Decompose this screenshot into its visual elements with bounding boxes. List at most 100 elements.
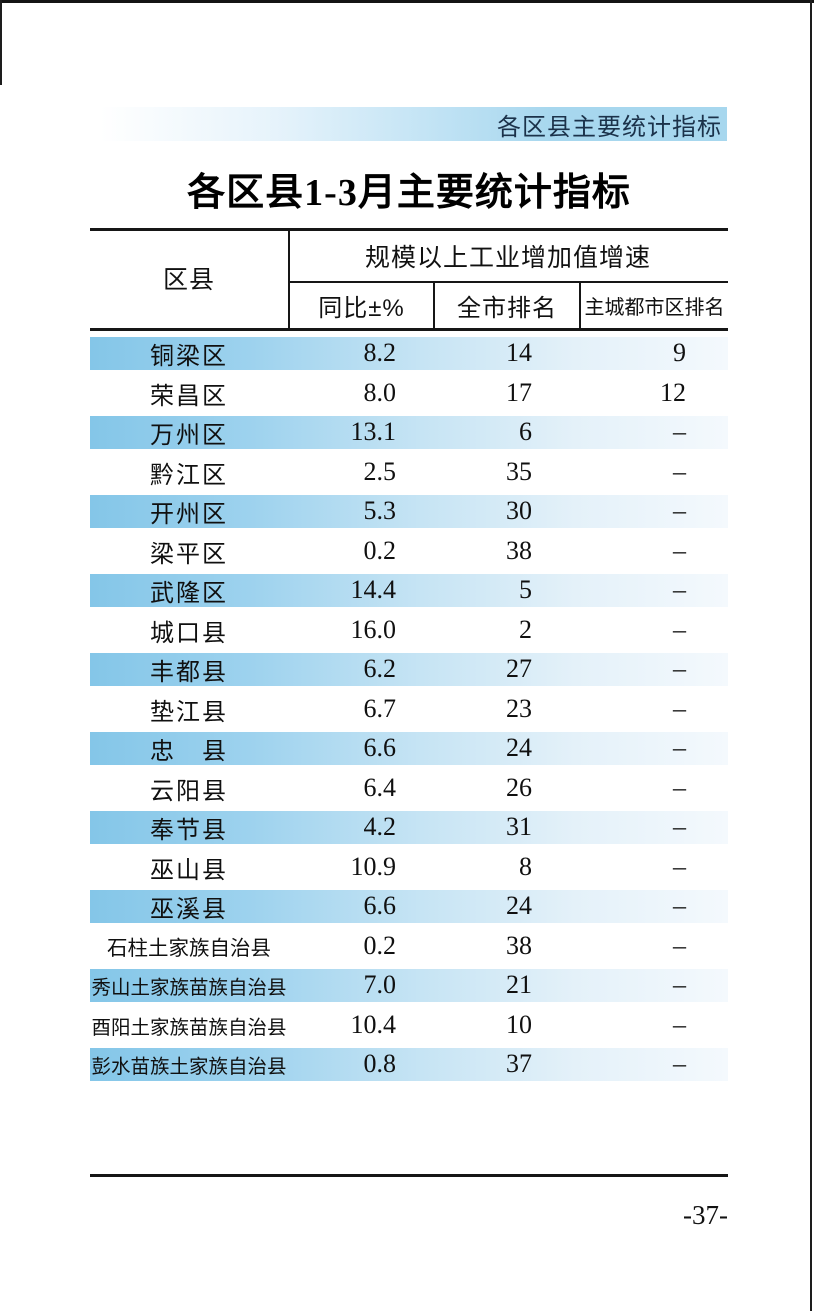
table-row: 黔江区 2.5 35 – <box>90 453 728 493</box>
table-row: 丰都县 6.2 27 – <box>90 650 728 690</box>
district-name: 巫溪县 <box>150 896 228 923</box>
table-row: 铜梁区 8.2 14 9 <box>90 334 728 374</box>
district-name: 万州区 <box>150 422 228 449</box>
table-row: 荣昌区 8.0 17 12 <box>90 374 728 414</box>
header-bottom-rule <box>90 328 728 331</box>
table-row: 酉阳土家族苗族自治县 10.4 10 – <box>90 1006 728 1046</box>
district-name: 铜梁区 <box>150 343 228 370</box>
district-name: 开州区 <box>150 501 228 528</box>
metro-rank-value: – <box>673 812 686 842</box>
table-row: 垫江县 6.7 23 – <box>90 690 728 730</box>
city-rank-value: 8 <box>519 852 532 882</box>
yoy-value: 6.4 <box>363 773 397 803</box>
chapter-header-label: 各区县主要统计指标 <box>497 113 722 141</box>
yoy-value: 16.0 <box>350 615 397 645</box>
city-rank-value: 37 <box>506 1049 532 1079</box>
metro-rank-value: – <box>673 694 686 724</box>
yoy-value: 14.4 <box>350 575 397 605</box>
city-rank-value: 31 <box>506 812 532 842</box>
page-edge-top <box>0 0 814 3</box>
yoy-value: 6.6 <box>363 891 397 921</box>
page-title: 各区县1-3月主要统计指标 <box>187 172 631 214</box>
yoy-value: 0.2 <box>363 931 397 961</box>
col-header-yoy: 同比±% <box>318 295 405 322</box>
yoy-value: 8.2 <box>363 338 397 368</box>
district-name: 梁平区 <box>150 541 228 568</box>
metro-rank-value: – <box>673 891 686 921</box>
metro-rank-value: 9 <box>673 338 686 368</box>
metro-rank-value: – <box>673 970 686 1000</box>
col-header-metro-rank: 主城都市区排名 <box>584 297 725 319</box>
metro-rank-value: – <box>673 457 686 487</box>
page-edge-left <box>0 0 2 85</box>
district-name: 云阳县 <box>150 778 228 805</box>
city-rank-value: 35 <box>506 457 532 487</box>
table-row: 巫山县 10.9 8 – <box>90 848 728 888</box>
district-name: 武隆区 <box>150 580 228 607</box>
district-name: 荣昌区 <box>150 383 228 410</box>
city-rank-value: 27 <box>506 654 532 684</box>
city-rank-value: 10 <box>506 1010 532 1040</box>
table-bottom-rule <box>90 1174 728 1177</box>
yoy-value: 6.6 <box>363 733 397 763</box>
metro-rank-value: – <box>673 733 686 763</box>
table-top-rule <box>90 228 728 231</box>
metro-rank-value: – <box>673 615 686 645</box>
table-row: 武隆区 14.4 5 – <box>90 571 728 611</box>
district-name: 城口县 <box>150 620 228 647</box>
city-rank-value: 23 <box>506 694 532 724</box>
header-divider-1 <box>288 228 290 331</box>
yoy-value: 10.9 <box>350 852 397 882</box>
page-number: -37- <box>683 1200 728 1230</box>
city-rank-value: 2 <box>519 615 532 645</box>
district-name: 黔江区 <box>150 462 228 489</box>
metro-rank-value: – <box>673 654 686 684</box>
metro-rank-value: – <box>673 417 686 447</box>
table-row: 秀山土家族苗族自治县 7.0 21 – <box>90 966 728 1006</box>
yoy-value: 6.2 <box>363 654 397 684</box>
table-row: 石柱土家族自治县 0.2 38 – <box>90 927 728 967</box>
table-body: 铜梁区 8.2 14 9 荣昌区 8.0 17 12 万州区 13.1 6 – … <box>90 334 728 1085</box>
table-row: 城口县 16.0 2 – <box>90 611 728 651</box>
yoy-value: 13.1 <box>350 417 397 447</box>
city-rank-value: 38 <box>506 536 532 566</box>
city-rank-value: 14 <box>506 338 532 368</box>
table-row: 云阳县 6.4 26 – <box>90 769 728 809</box>
district-name: 彭水苗族土家族自治县 <box>91 1056 287 1078</box>
city-rank-value: 26 <box>506 773 532 803</box>
yoy-value: 6.7 <box>363 694 397 724</box>
city-rank-value: 6 <box>519 417 532 447</box>
yoy-value: 0.8 <box>363 1049 397 1079</box>
district-name: 石柱土家族自治县 <box>107 938 271 961</box>
stats-table: 区县 规模以上工业增加值增速 同比±% 全市排名 主城都市区排名 铜梁区 8.2… <box>90 228 728 1180</box>
header-mid-rule <box>288 281 728 283</box>
city-rank-value: 17 <box>506 378 532 408</box>
yoy-value: 5.3 <box>363 496 397 526</box>
metro-rank-value: – <box>673 1010 686 1040</box>
metro-rank-value: – <box>673 1049 686 1079</box>
city-rank-value: 21 <box>506 970 532 1000</box>
district-name: 忠 县 <box>150 738 228 765</box>
yoy-value: 4.2 <box>363 812 397 842</box>
header-divider-3 <box>579 281 581 328</box>
district-name: 秀山土家族苗族自治县 <box>91 977 287 999</box>
city-rank-value: 24 <box>506 733 532 763</box>
district-name: 巫山县 <box>150 857 228 884</box>
table-row: 开州区 5.3 30 – <box>90 492 728 532</box>
yoy-value: 8.0 <box>363 378 397 408</box>
table-row: 巫溪县 6.6 24 – <box>90 887 728 927</box>
district-name: 奉节县 <box>150 817 228 844</box>
district-name: 垫江县 <box>150 699 228 726</box>
metro-rank-value: – <box>673 536 686 566</box>
table-row: 奉节县 4.2 31 – <box>90 808 728 848</box>
table-row: 彭水苗族土家族自治县 0.8 37 – <box>90 1045 728 1085</box>
yoy-value: 0.2 <box>363 536 397 566</box>
metro-rank-value: – <box>673 773 686 803</box>
page-edge-right <box>810 0 812 1311</box>
district-name: 酉阳土家族苗族自治县 <box>91 1017 287 1039</box>
city-rank-value: 38 <box>506 931 532 961</box>
col-group-header: 规模以上工业增加值增速 <box>364 244 651 272</box>
district-name: 丰都县 <box>150 659 228 686</box>
yoy-value: 10.4 <box>350 1010 397 1040</box>
metro-rank-value: – <box>673 496 686 526</box>
